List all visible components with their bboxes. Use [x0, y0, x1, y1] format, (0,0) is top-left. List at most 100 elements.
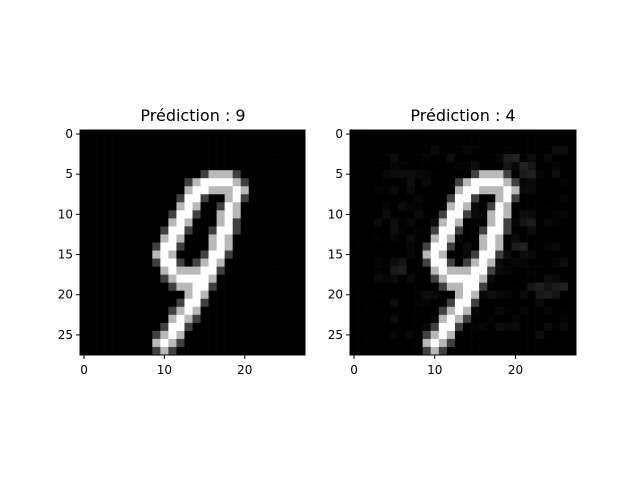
heatmap-cell: [406, 258, 415, 267]
y-tick-label: 20: [58, 288, 73, 302]
heatmap-cell: [112, 194, 121, 203]
heatmap-cell: [216, 346, 225, 356]
heatmap-cell: [264, 194, 274, 203]
heatmap-cell: [160, 218, 169, 227]
heatmap-cell: [296, 170, 306, 179]
heatmap-cell: [160, 346, 169, 356]
heatmap-cell: [176, 202, 185, 211]
heatmap-cell: [184, 290, 193, 300]
heatmap-cell: [519, 226, 528, 235]
heatmap-cell: [446, 282, 456, 292]
heatmap-cell: [479, 202, 488, 211]
heatmap-cell: [358, 210, 367, 219]
heatmap-cell: [503, 314, 512, 324]
heatmap-cell: [160, 338, 169, 348]
heatmap-cell: [350, 282, 359, 292]
heatmap-cell: [398, 306, 407, 316]
heatmap-cell: [264, 130, 274, 139]
heatmap-cell: [430, 138, 440, 147]
heatmap-cell: [216, 330, 225, 340]
heatmap-cell: [192, 170, 201, 179]
heatmap-cell: [463, 290, 472, 300]
heatmap-cell: [454, 242, 464, 251]
heatmap-cell: [104, 234, 113, 243]
heatmap-cell: [264, 314, 274, 324]
heatmap-cell: [374, 250, 383, 259]
heatmap-cell: [511, 162, 520, 171]
heatmap-cell: [567, 210, 577, 219]
heatmap-cell: [160, 178, 169, 187]
heatmap-cell: [567, 146, 577, 155]
heatmap-cell: [406, 178, 415, 187]
heatmap-cell: [232, 170, 242, 179]
heatmap-cell: [471, 322, 480, 332]
heatmap-cell: [382, 138, 391, 147]
axes-frame-original: [79, 129, 306, 356]
heatmap-cell: [280, 330, 290, 340]
heatmap-cell: [519, 290, 528, 300]
heatmap-cell: [280, 226, 290, 235]
heatmap-cell: [438, 338, 448, 348]
heatmap-cell: [216, 210, 225, 219]
heatmap-cell: [120, 338, 129, 348]
heatmap-cell: [511, 234, 520, 243]
heatmap-cell: [390, 338, 399, 348]
heatmap-cell: [80, 234, 89, 243]
heatmap-cell: [358, 138, 367, 147]
heatmap-cell: [128, 274, 137, 283]
heatmap-cell: [240, 250, 250, 259]
heatmap-cell: [104, 210, 113, 219]
heatmap-cell: [176, 178, 185, 187]
heatmap-cell: [112, 250, 121, 259]
heatmap-cell: [471, 346, 480, 356]
heatmap-cell: [479, 178, 488, 187]
heatmap-cell: [232, 218, 242, 227]
heatmap-cell: [96, 266, 105, 275]
heatmap-cell: [240, 186, 250, 195]
heatmap-cell: [535, 170, 545, 179]
heatmap-cell: [208, 274, 217, 283]
heatmap-cell: [366, 250, 375, 259]
heatmap-cell: [374, 338, 383, 348]
heatmap-cell: [390, 314, 399, 324]
heatmap-cell: [446, 298, 456, 308]
heatmap-cell: [382, 306, 391, 316]
heatmap-cell: [264, 218, 274, 227]
y-ticks-original: 0 5 10 15 20 25: [58, 127, 80, 342]
heatmap-cell: [414, 170, 423, 179]
heatmap-cell: [288, 226, 298, 235]
heatmap-cell: [406, 202, 415, 211]
heatmap-cell: [144, 146, 153, 155]
heatmap-cell: [88, 234, 97, 243]
heatmap-cell: [503, 330, 512, 340]
heatmap-cell: [248, 210, 258, 219]
heatmap-cell: [96, 290, 105, 300]
heatmap-cell: [280, 242, 290, 251]
heatmap-cell: [112, 298, 121, 308]
heatmap-cell: [184, 274, 193, 283]
heatmap-cell: [256, 314, 266, 324]
heatmap-cell: [176, 154, 185, 163]
heatmap-cell: [559, 186, 569, 195]
heatmap-cell: [112, 146, 121, 155]
heatmap-cell: [511, 306, 520, 316]
heatmap-cell: [144, 250, 153, 259]
heatmap-cell: [527, 146, 536, 155]
heatmap-cell: [192, 250, 201, 259]
heatmap-cell: [374, 186, 383, 195]
heatmap-cell: [200, 170, 209, 179]
heatmap-cell: [128, 346, 137, 356]
heatmap-cell: [559, 178, 569, 187]
heatmap-cell: [120, 346, 129, 356]
heatmap-cell: [272, 194, 282, 203]
heatmap-cell: [144, 290, 153, 300]
heatmap-cell: [487, 290, 496, 300]
heatmap-cell: [288, 338, 298, 348]
heatmap-cell: [224, 330, 233, 340]
heatmap-cell: [430, 282, 440, 292]
heatmap-cell: [519, 274, 528, 283]
heatmap-cell: [446, 226, 456, 235]
heatmap-cell: [503, 290, 512, 300]
heatmap-cell: [184, 130, 193, 139]
heatmap-cell: [511, 226, 520, 235]
